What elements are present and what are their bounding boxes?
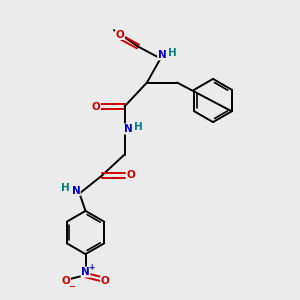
Text: N: N xyxy=(71,185,80,196)
Text: N: N xyxy=(124,124,133,134)
Text: O: O xyxy=(92,101,100,112)
Text: +: + xyxy=(88,263,94,272)
Text: H: H xyxy=(61,183,70,193)
Text: O: O xyxy=(100,276,109,286)
Text: O: O xyxy=(126,170,135,181)
Text: O: O xyxy=(61,276,70,286)
Text: −: − xyxy=(68,282,76,291)
Text: N: N xyxy=(81,267,90,277)
Text: O: O xyxy=(116,29,124,40)
Text: N: N xyxy=(158,50,166,60)
Text: H: H xyxy=(134,122,142,132)
Text: H: H xyxy=(168,47,177,58)
